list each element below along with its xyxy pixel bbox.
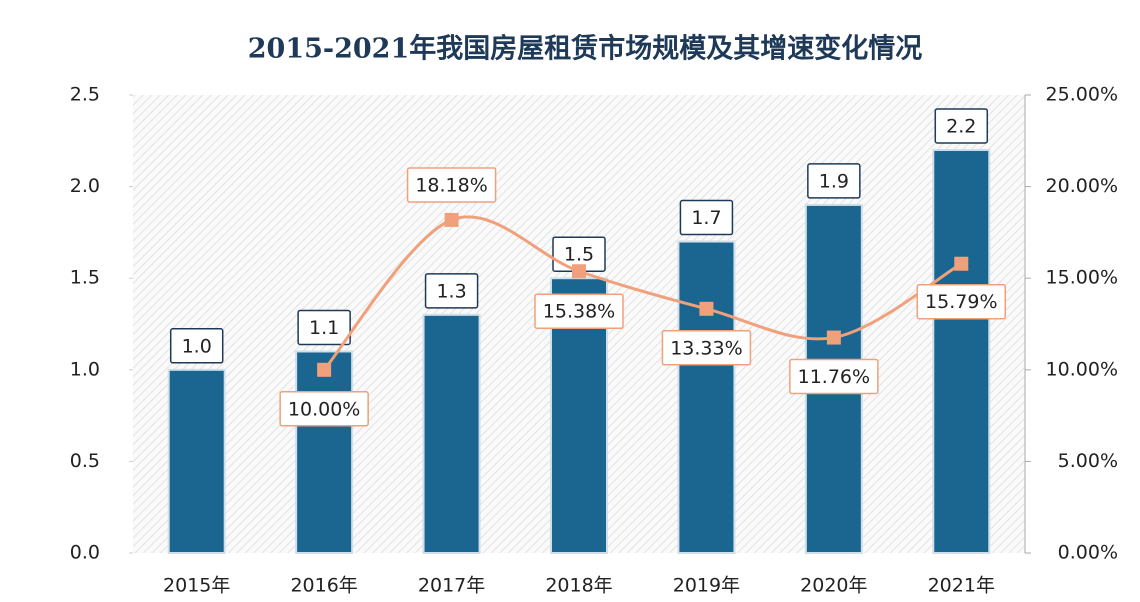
line-marker [572, 264, 586, 279]
line-value-label: 18.18% [415, 174, 487, 196]
line-value-label: 10.00% [288, 398, 360, 420]
line-value-label-box [534, 293, 624, 329]
y-tick-label: 1.5 [70, 267, 100, 289]
bar-value-label: 2.2 [946, 115, 976, 137]
x-tick-label: 2018年 [545, 575, 612, 597]
bar-value-label: 1.7 [691, 207, 721, 229]
bar [295, 350, 354, 555]
y2-tick-label: 5.00% [1058, 450, 1118, 472]
y2-tick-label: 20.00% [1046, 175, 1118, 197]
y2-tick-label: 10.00% [1046, 358, 1118, 380]
y-tick-label: 0.5 [70, 450, 100, 472]
line [322, 215, 963, 371]
y-tick-label: 2.0 [70, 175, 100, 197]
line-marker [954, 256, 969, 271]
line-value-label-box [789, 358, 879, 395]
bar-value-label: 1.1 [309, 317, 339, 339]
bar-value-label: 1.3 [436, 280, 466, 302]
bar [677, 240, 736, 554]
x-tick-label: 2016年 [290, 575, 357, 597]
bar-value-label: 1.9 [819, 170, 849, 192]
bar-value-label: 1.5 [564, 244, 594, 266]
y-tick-label: 1.0 [70, 358, 100, 380]
chart-title: 2015-2021年我国房屋租赁市场规模及其增速变化情况 [248, 33, 923, 65]
bar-value-label-box [934, 108, 989, 144]
bar-value-label-box [679, 199, 734, 236]
bar-value-label-box [297, 309, 351, 346]
bar [167, 368, 226, 554]
line-value-label-box [279, 391, 369, 427]
x-tick-label: 2017年 [418, 575, 485, 597]
line-value-label: 13.33% [670, 337, 742, 359]
line-value-label-box [916, 283, 1007, 320]
y2-tick-label: 25.00% [1046, 84, 1118, 106]
bar-value-label-box [169, 328, 224, 364]
line-value-label: 15.79% [925, 291, 997, 313]
line-value-label-box [661, 330, 752, 366]
line-value-label: 11.76% [798, 366, 870, 388]
y-tick-label: 2.5 [70, 84, 100, 106]
bar [422, 313, 481, 554]
line-marker [826, 330, 841, 345]
bar-value-label-box [424, 273, 479, 309]
y2-tick-label: 0.00% [1058, 542, 1118, 564]
x-tick-label: 2020年 [800, 575, 867, 597]
line-value-label: 15.38% [543, 301, 615, 323]
bar-value-label: 1.0 [182, 335, 212, 357]
line-marker [699, 301, 714, 316]
y2-tick-label: 15.00% [1046, 267, 1118, 289]
line-value-label-box [406, 167, 497, 203]
bar-value-label-box [807, 163, 861, 199]
line-marker [317, 362, 332, 377]
line-marker [444, 212, 459, 227]
x-tick-label: 2019年 [673, 575, 740, 597]
x-tick-label: 2015年 [163, 575, 230, 597]
y-tick-label: 0.0 [70, 542, 100, 564]
bar [932, 148, 991, 555]
x-tick-label: 2021年 [928, 575, 995, 597]
